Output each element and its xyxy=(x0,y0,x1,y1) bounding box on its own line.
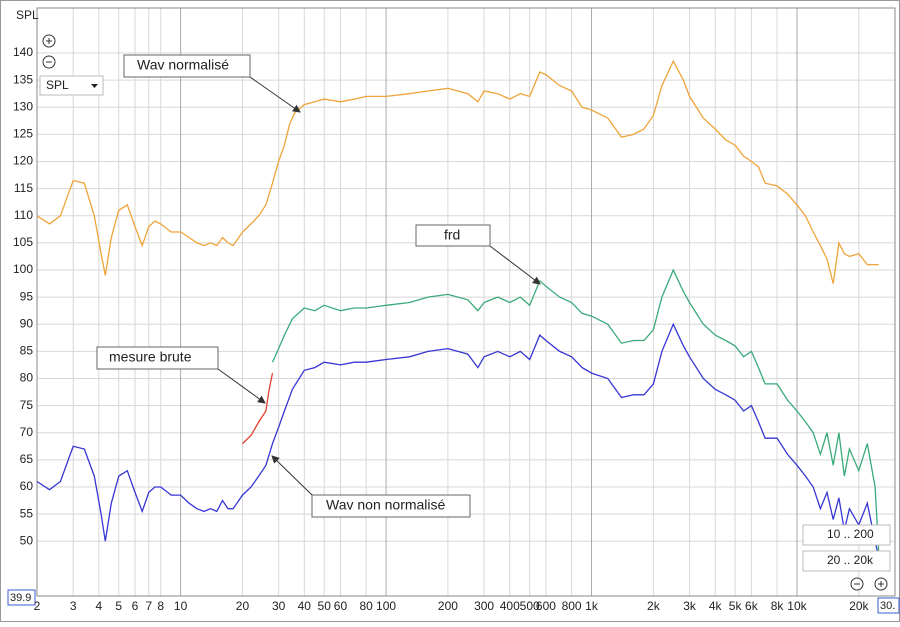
annotation-text: Wav non normalisé xyxy=(326,497,446,513)
annotation: Wav normalisé xyxy=(123,54,301,113)
x-tick-label: 2k xyxy=(647,599,661,613)
source-select-text: SPL xyxy=(46,78,69,92)
zoom-out[interactable] xyxy=(42,55,56,69)
x-tick-label: 1k xyxy=(585,599,599,613)
zoom-preset-text: 20 .. 20k xyxy=(827,553,874,567)
x-tick-label: 100 xyxy=(376,599,396,613)
x-tick-label: 3 xyxy=(70,599,77,613)
y-tick-label: 60 xyxy=(20,479,34,493)
x-tick-label: 300 xyxy=(474,599,494,613)
y-tick-label: 120 xyxy=(13,154,33,168)
y-tick-label: 125 xyxy=(13,127,33,141)
y-tick-label: 130 xyxy=(13,99,33,113)
x-tick-label: 800 xyxy=(562,599,582,613)
zoom-preset-text: 10 .. 200 xyxy=(827,527,874,541)
x-tick-label: 20k xyxy=(849,599,869,613)
x-tick-label: 5 xyxy=(115,599,122,613)
x-tick-label: 80 xyxy=(359,599,373,613)
y-tick-label: 65 xyxy=(20,452,34,466)
x-tick-label: 600 xyxy=(536,599,556,613)
annotation: Wav non normalisé xyxy=(271,455,471,518)
x-tick-label: 8 xyxy=(157,599,164,613)
y-axis-label: SPL xyxy=(16,8,39,22)
series-line xyxy=(271,268,880,553)
zoom-in-x[interactable] xyxy=(874,577,888,591)
plot-border xyxy=(36,7,896,597)
y-min-label: 39.9 xyxy=(10,592,31,604)
x-tick-label: 40 xyxy=(298,599,312,613)
y-tick-label: 55 xyxy=(20,506,34,520)
zoom-preset[interactable]: 10 .. 200 xyxy=(802,524,891,546)
y-min-box[interactable]: 39.9 xyxy=(7,589,36,606)
y-tick-label: 115 xyxy=(14,181,33,195)
x-tick-label: 10k xyxy=(787,599,807,613)
source-select[interactable]: SPL xyxy=(39,75,104,96)
x-tick-label: 50 xyxy=(318,599,332,613)
x-tick-label: 20 xyxy=(236,599,250,613)
x-tick-label: 3k xyxy=(683,599,697,613)
y-tick-label: 110 xyxy=(14,208,33,222)
y-tick-label: 90 xyxy=(20,316,34,330)
y-tick-label: 85 xyxy=(20,344,34,358)
annotation-text: Wav normalisé xyxy=(137,57,229,73)
x-tick-label: 10 xyxy=(174,599,188,613)
zoom-in[interactable] xyxy=(42,34,56,48)
y-tick-label: 140 xyxy=(13,45,33,59)
y-tick-label: 95 xyxy=(20,289,34,303)
x-tick-label: 2 xyxy=(34,599,41,613)
x-tick-label: 500 xyxy=(520,599,540,613)
x-tick-label: 6k xyxy=(745,599,759,613)
zoom-preset[interactable]: 20 .. 20k xyxy=(802,550,891,572)
y-tick-label: 100 xyxy=(13,262,33,276)
x-tick-label: 4k xyxy=(709,599,723,613)
y-tick-label: 105 xyxy=(13,235,33,249)
y-tick-label: 75 xyxy=(20,398,34,412)
series-line xyxy=(242,372,274,445)
x-tick-label: 4 xyxy=(96,599,103,613)
x-tick-label: 60 xyxy=(334,599,348,613)
annotation-text: mesure brute xyxy=(109,349,192,365)
y-tick-label: 50 xyxy=(20,533,34,547)
x-tick-label: 7 xyxy=(145,599,152,613)
x-max-box[interactable]: 30. xyxy=(877,597,900,614)
y-tick-label: 80 xyxy=(20,371,34,385)
x-tick-label: 200 xyxy=(438,599,458,613)
x-tick-label: 8k xyxy=(771,599,785,613)
x-max-label: 30. xyxy=(880,600,895,612)
x-tick-label: 30 xyxy=(272,599,286,613)
x-tick-label: 6 xyxy=(132,599,139,613)
zoom-out-x[interactable] xyxy=(850,577,864,591)
x-tick-label: 400 xyxy=(500,599,520,613)
x-tick-label: 5k xyxy=(729,599,743,613)
y-tick-label: 135 xyxy=(13,72,33,86)
y-tick-label: 70 xyxy=(20,425,34,439)
annotation-text: frd xyxy=(444,227,460,243)
series-line xyxy=(36,322,880,558)
annotation: frd xyxy=(415,224,541,285)
annotation: mesure brute xyxy=(96,346,266,404)
series-line xyxy=(36,59,879,284)
